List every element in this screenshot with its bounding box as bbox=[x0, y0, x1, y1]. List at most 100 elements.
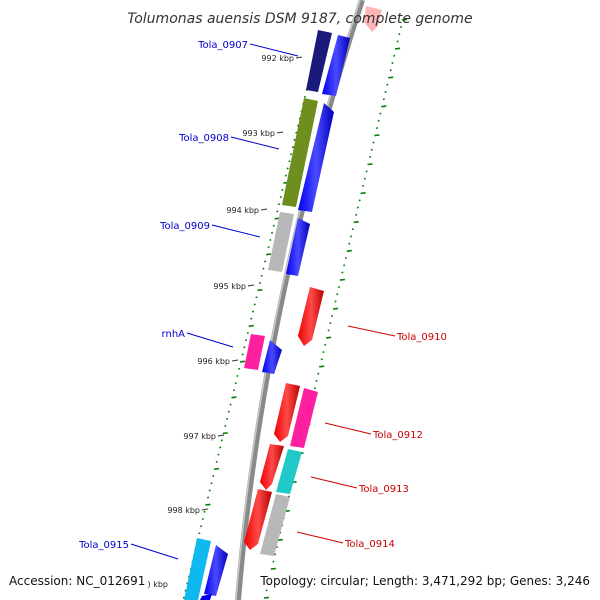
gc-tick bbox=[372, 141, 375, 144]
gene-label-tola_0912[interactable]: Tola_0912 bbox=[372, 430, 423, 441]
gene-feature-blue-0915[interactable] bbox=[204, 545, 228, 596]
gc-tick bbox=[270, 231, 274, 234]
gene-label-leader bbox=[324, 422, 372, 435]
gene-feature-blue-0909[interactable] bbox=[286, 218, 310, 276]
gc-tick bbox=[262, 267, 265, 270]
gc-tick bbox=[360, 192, 366, 195]
gc-tick bbox=[220, 439, 223, 442]
gene-feature-blue-rnhA[interactable] bbox=[262, 340, 282, 374]
gc-tick bbox=[214, 467, 220, 471]
position-tick-mark bbox=[260, 208, 268, 211]
gc-tick bbox=[388, 76, 394, 79]
gc-tick bbox=[319, 365, 325, 368]
gc-tick bbox=[317, 372, 320, 375]
gc-tick bbox=[251, 310, 255, 313]
gc-tick bbox=[277, 538, 283, 541]
position-tick-mark bbox=[276, 131, 284, 134]
position-tick-label: 996 kbp bbox=[197, 357, 230, 366]
gene-feature-magenta-0912[interactable] bbox=[290, 388, 318, 448]
gc-tick bbox=[370, 148, 373, 151]
gc-tick bbox=[240, 360, 246, 363]
gene-features bbox=[184, 6, 382, 600]
gc-tick bbox=[295, 131, 298, 134]
gene-feature-grey-0909[interactable] bbox=[268, 212, 294, 272]
gene-feature-red-0910[interactable] bbox=[298, 287, 324, 346]
gc-tick bbox=[303, 95, 307, 98]
gc-tick bbox=[234, 382, 237, 385]
gc-tick bbox=[232, 389, 236, 392]
gc-tick bbox=[201, 517, 204, 521]
gc-tick bbox=[341, 271, 344, 274]
gene-feature-red-0913[interactable] bbox=[260, 444, 284, 490]
gene-label-tola_0908[interactable]: Tola_0908 bbox=[178, 133, 229, 144]
gc-tick bbox=[284, 174, 287, 177]
gc-tick bbox=[322, 351, 325, 354]
gc-tick bbox=[368, 155, 372, 159]
gc-skew-track bbox=[182, 18, 408, 599]
gc-tick bbox=[260, 274, 263, 277]
gc-tick bbox=[272, 224, 275, 227]
gc-tick bbox=[263, 596, 270, 599]
gene-feature-blue-0915b[interactable] bbox=[200, 594, 212, 600]
gc-tick bbox=[277, 203, 281, 206]
gc-tick bbox=[253, 303, 256, 306]
gc-tick bbox=[288, 160, 291, 163]
gene-label-tola_0913[interactable]: Tola_0913 bbox=[358, 484, 409, 495]
gc-tick bbox=[269, 238, 272, 242]
gene-feature-red-0912[interactable] bbox=[274, 383, 300, 442]
genome-title: Tolumonas auensis DSM 9187, complete gen… bbox=[127, 11, 472, 27]
gc-tick bbox=[206, 496, 210, 499]
gc-tick bbox=[182, 596, 185, 599]
gene-label-leader bbox=[211, 224, 261, 238]
gene-feature-magenta-rnhA[interactable] bbox=[244, 334, 265, 370]
gene-label-tola_0914[interactable]: Tola_0914 bbox=[344, 539, 395, 550]
gene-feature-red-0914[interactable] bbox=[244, 489, 272, 550]
gene-feature-dark-blue[interactable] bbox=[306, 30, 332, 92]
gc-tick bbox=[398, 33, 401, 36]
gc-tick bbox=[315, 379, 318, 382]
position-tick-label: 998 kbp bbox=[167, 506, 200, 515]
gene-feature-sky-0915[interactable] bbox=[184, 538, 211, 600]
gene-feature-pink[interactable] bbox=[364, 6, 382, 32]
topology-text: Topology: circular; Length: 3,471,292 bp… bbox=[260, 574, 590, 588]
gc-tick bbox=[363, 177, 366, 180]
gc-tick bbox=[222, 432, 228, 435]
gc-tick bbox=[362, 184, 365, 187]
gc-tick bbox=[227, 410, 230, 413]
gene-label-tola_0915[interactable]: Tola_0915 bbox=[78, 540, 129, 551]
position-tick-mark bbox=[217, 434, 225, 437]
gene-label-rnha[interactable]: rnhA bbox=[162, 329, 186, 340]
gene-feature-cyan-0913[interactable] bbox=[276, 449, 302, 494]
gc-tick bbox=[257, 288, 263, 292]
gene-label-tola_0907[interactable]: Tola_0907 bbox=[197, 40, 248, 51]
gene-label-tola_0909[interactable]: Tola_0909 bbox=[159, 221, 210, 232]
position-tick-label: 995 kbp bbox=[213, 282, 246, 291]
gc-tick bbox=[224, 424, 227, 428]
position-tick-mark bbox=[201, 508, 209, 511]
gc-tick bbox=[382, 98, 385, 101]
gc-tick bbox=[272, 560, 275, 563]
gc-tick bbox=[351, 228, 354, 231]
gc-tick bbox=[377, 119, 380, 122]
gc-tick bbox=[290, 153, 293, 156]
gc-tick bbox=[401, 18, 408, 21]
gc-tick bbox=[219, 446, 222, 449]
gc-tick bbox=[324, 343, 327, 346]
gc-tick bbox=[393, 54, 396, 57]
gc-tick bbox=[276, 210, 279, 213]
gene-feature-blue-0908[interactable] bbox=[298, 103, 334, 212]
gc-tick bbox=[208, 489, 211, 492]
gc-tick bbox=[293, 138, 296, 141]
gene-feature-grey-0914[interactable] bbox=[260, 494, 290, 556]
gc-tick bbox=[210, 482, 213, 485]
gene-feature-blue-0907[interactable] bbox=[322, 35, 350, 96]
gene-label-tola_0910[interactable]: Tola_0910 bbox=[396, 332, 447, 343]
gc-tick bbox=[358, 199, 361, 202]
gene-feature-olive[interactable] bbox=[282, 98, 318, 207]
gc-tick bbox=[265, 253, 272, 256]
gc-tick bbox=[353, 220, 359, 224]
gc-tick bbox=[203, 510, 206, 513]
gc-tick bbox=[212, 475, 215, 478]
gc-tick bbox=[250, 317, 253, 320]
